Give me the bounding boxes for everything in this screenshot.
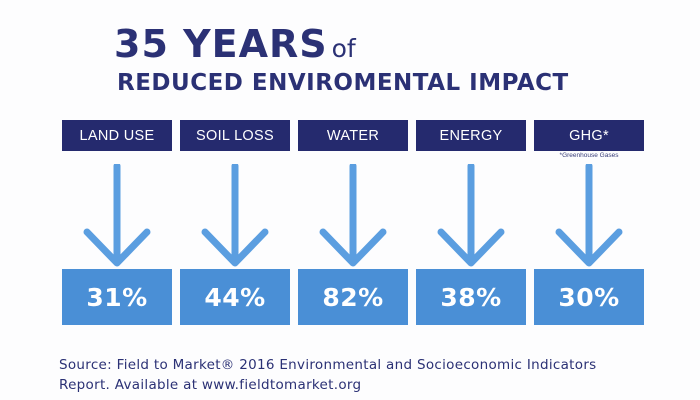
down-arrow-icon — [319, 164, 387, 267]
indicator-energy: ENERGY 38% — [416, 120, 526, 325]
headline-years: 35 YEARS — [114, 22, 328, 66]
down-arrow-icon — [555, 164, 623, 267]
source-line-2: Report. Available at www.fieldtomarket.o… — [59, 377, 362, 393]
down-arrow-icon — [201, 164, 269, 267]
indicator-value: 82% — [298, 269, 408, 325]
indicator-land-use: LAND USE 31% — [62, 120, 172, 325]
indicator-label: SOIL LOSS — [180, 120, 290, 151]
indicator-label: WATER — [298, 120, 408, 151]
headline: 35 YEARS of — [114, 22, 356, 66]
indicator-water: WATER 82% — [298, 120, 408, 325]
indicator-footnote: *Greenhouse Gases — [559, 152, 619, 159]
down-arrow-icon — [437, 164, 505, 267]
source-note: Source: Field to Market® 2016 Environmen… — [59, 355, 597, 395]
indicator-value: 44% — [180, 269, 290, 325]
indicator-value: 38% — [416, 269, 526, 325]
indicator-value: 30% — [534, 269, 644, 325]
source-line-1: Source: Field to Market® 2016 Environmen… — [59, 357, 597, 373]
indicator-soil-loss: SOIL LOSS 44% — [180, 120, 290, 325]
indicator-label: ENERGY — [416, 120, 526, 151]
indicator-label: GHG* — [534, 120, 644, 151]
indicator-value: 31% — [62, 269, 172, 325]
indicator-ghg: GHG* *Greenhouse Gases 30% — [534, 120, 644, 325]
down-arrow-icon — [83, 164, 151, 267]
headline-of: of — [331, 34, 356, 63]
indicator-label: LAND USE — [62, 120, 172, 151]
headline-subtitle: REDUCED ENVIROMENTAL IMPACT — [117, 70, 569, 96]
